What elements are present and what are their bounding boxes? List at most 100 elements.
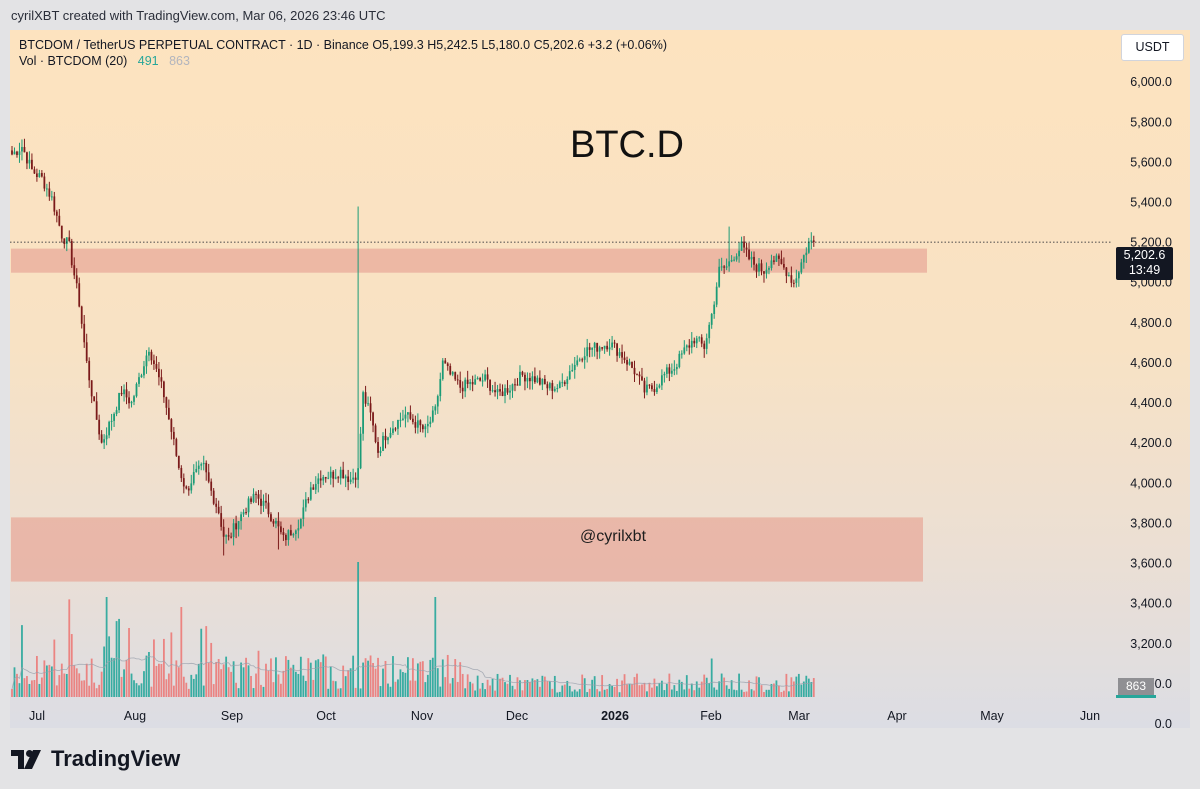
candle-body [170, 419, 173, 432]
y-tick-label: 4,200.0 [1130, 436, 1172, 450]
candle-body [673, 369, 676, 371]
candle-body [763, 271, 765, 274]
candle-body [359, 433, 362, 469]
candle-body [68, 237, 71, 241]
volume-bar [755, 676, 758, 697]
volume-bar [802, 681, 805, 697]
volume-bar [670, 689, 673, 697]
candle-body [529, 377, 531, 382]
volume-bar [419, 661, 422, 697]
volume-bar [601, 675, 604, 697]
candle-body [13, 151, 16, 155]
volume-bar [180, 607, 183, 697]
candle-body [760, 263, 763, 272]
candle-body [205, 462, 208, 473]
volume-bar [773, 683, 775, 697]
volume-bar [292, 664, 295, 697]
candle-body [255, 493, 257, 495]
candle-body [613, 342, 616, 344]
volume-bar [725, 685, 728, 697]
candle-body [407, 412, 409, 415]
volume-bar [434, 597, 437, 697]
candle-body [334, 477, 337, 479]
volume-bar [568, 685, 571, 697]
candle-body [416, 420, 419, 428]
volume-bar [140, 683, 143, 697]
candle-body [133, 396, 135, 402]
volume-bar [548, 681, 551, 697]
candle-body [621, 352, 623, 358]
candle-body [506, 388, 509, 393]
volume-bar [215, 661, 218, 697]
candle-body [78, 283, 81, 307]
candle-body [758, 263, 760, 272]
volume-bar [439, 686, 442, 697]
candle-body [364, 392, 367, 404]
volume-bar [740, 689, 743, 697]
y-axis[interactable]: 3,000.03,200.03,400.03,600.03,800.04,000… [1130, 35, 1172, 728]
candle-body [668, 367, 671, 374]
volume-bar [177, 667, 180, 697]
volume-bar [384, 660, 387, 697]
volume-bar [693, 690, 696, 697]
candle-body [446, 363, 449, 366]
chart-card[interactable]: 3,000.03,200.03,400.03,600.03,800.04,000… [10, 30, 1190, 728]
volume-bar [98, 684, 101, 697]
chart-canvas[interactable]: 3,000.03,200.03,400.03,600.03,800.04,000… [10, 30, 1190, 728]
volume-bar [324, 656, 327, 697]
volume-bar [53, 639, 56, 697]
candle-body [479, 378, 482, 381]
candle-body [504, 388, 506, 396]
volume-bar [332, 680, 335, 697]
volume-bar [521, 690, 524, 697]
x-axis[interactable]: Jul Aug Sep Oct Nov Dec 2026 Feb Mar Apr May Jun [29, 709, 1100, 723]
volume-bar [628, 684, 631, 697]
y-tick-label: 4,800.0 [1130, 316, 1172, 330]
candle-body [280, 526, 282, 533]
volume-bar [658, 683, 661, 697]
candle-body [476, 378, 479, 380]
support-resistance-zone [11, 248, 927, 273]
candle-body [651, 385, 653, 390]
volume-bar [566, 680, 569, 697]
chart-title: BTC.D [570, 124, 684, 166]
volume-bar [710, 658, 713, 697]
candle-body [31, 159, 33, 170]
volume-bar [372, 663, 374, 697]
y-tick-label: 3,600.0 [1130, 557, 1172, 571]
candle-body [484, 374, 486, 381]
candle-body [534, 376, 536, 383]
volume-bar [775, 680, 778, 697]
volume-bar [299, 656, 302, 697]
volume-legend[interactable]: Vol · BTCDOM (20) 491 863 [19, 54, 190, 68]
volume-bar [621, 680, 623, 697]
volume-bar [205, 626, 208, 697]
volume-bar [631, 684, 633, 697]
volume-bar [235, 682, 237, 697]
volume-bar [797, 673, 800, 697]
candle-body [439, 379, 442, 397]
candle-body [665, 367, 668, 374]
candle-body [551, 383, 554, 391]
volume-bar [648, 682, 651, 697]
volume-bar [45, 665, 48, 697]
candle-body [28, 159, 31, 164]
symbol-legend[interactable]: BTCDOM / TetherUS PERPETUAL CONTRACT · 1… [19, 38, 667, 52]
volume-bar [314, 660, 317, 697]
volume-bar [778, 685, 780, 697]
volume-bar [294, 671, 297, 697]
volume-bar [735, 690, 738, 697]
volume-bar [583, 678, 586, 697]
created-by-text: cyrilXBT created with TradingView.com, M… [11, 8, 386, 23]
candle-body [175, 439, 178, 456]
candle-body [153, 360, 155, 365]
candle-body [45, 188, 48, 190]
candle-body [748, 249, 750, 260]
currency-button[interactable]: USDT [1121, 34, 1184, 61]
candle-body [710, 314, 713, 325]
candle-body [309, 487, 312, 500]
candle-body [262, 500, 265, 506]
candle-body [723, 266, 726, 268]
volume-bar [553, 675, 556, 697]
candle-body [275, 520, 277, 524]
